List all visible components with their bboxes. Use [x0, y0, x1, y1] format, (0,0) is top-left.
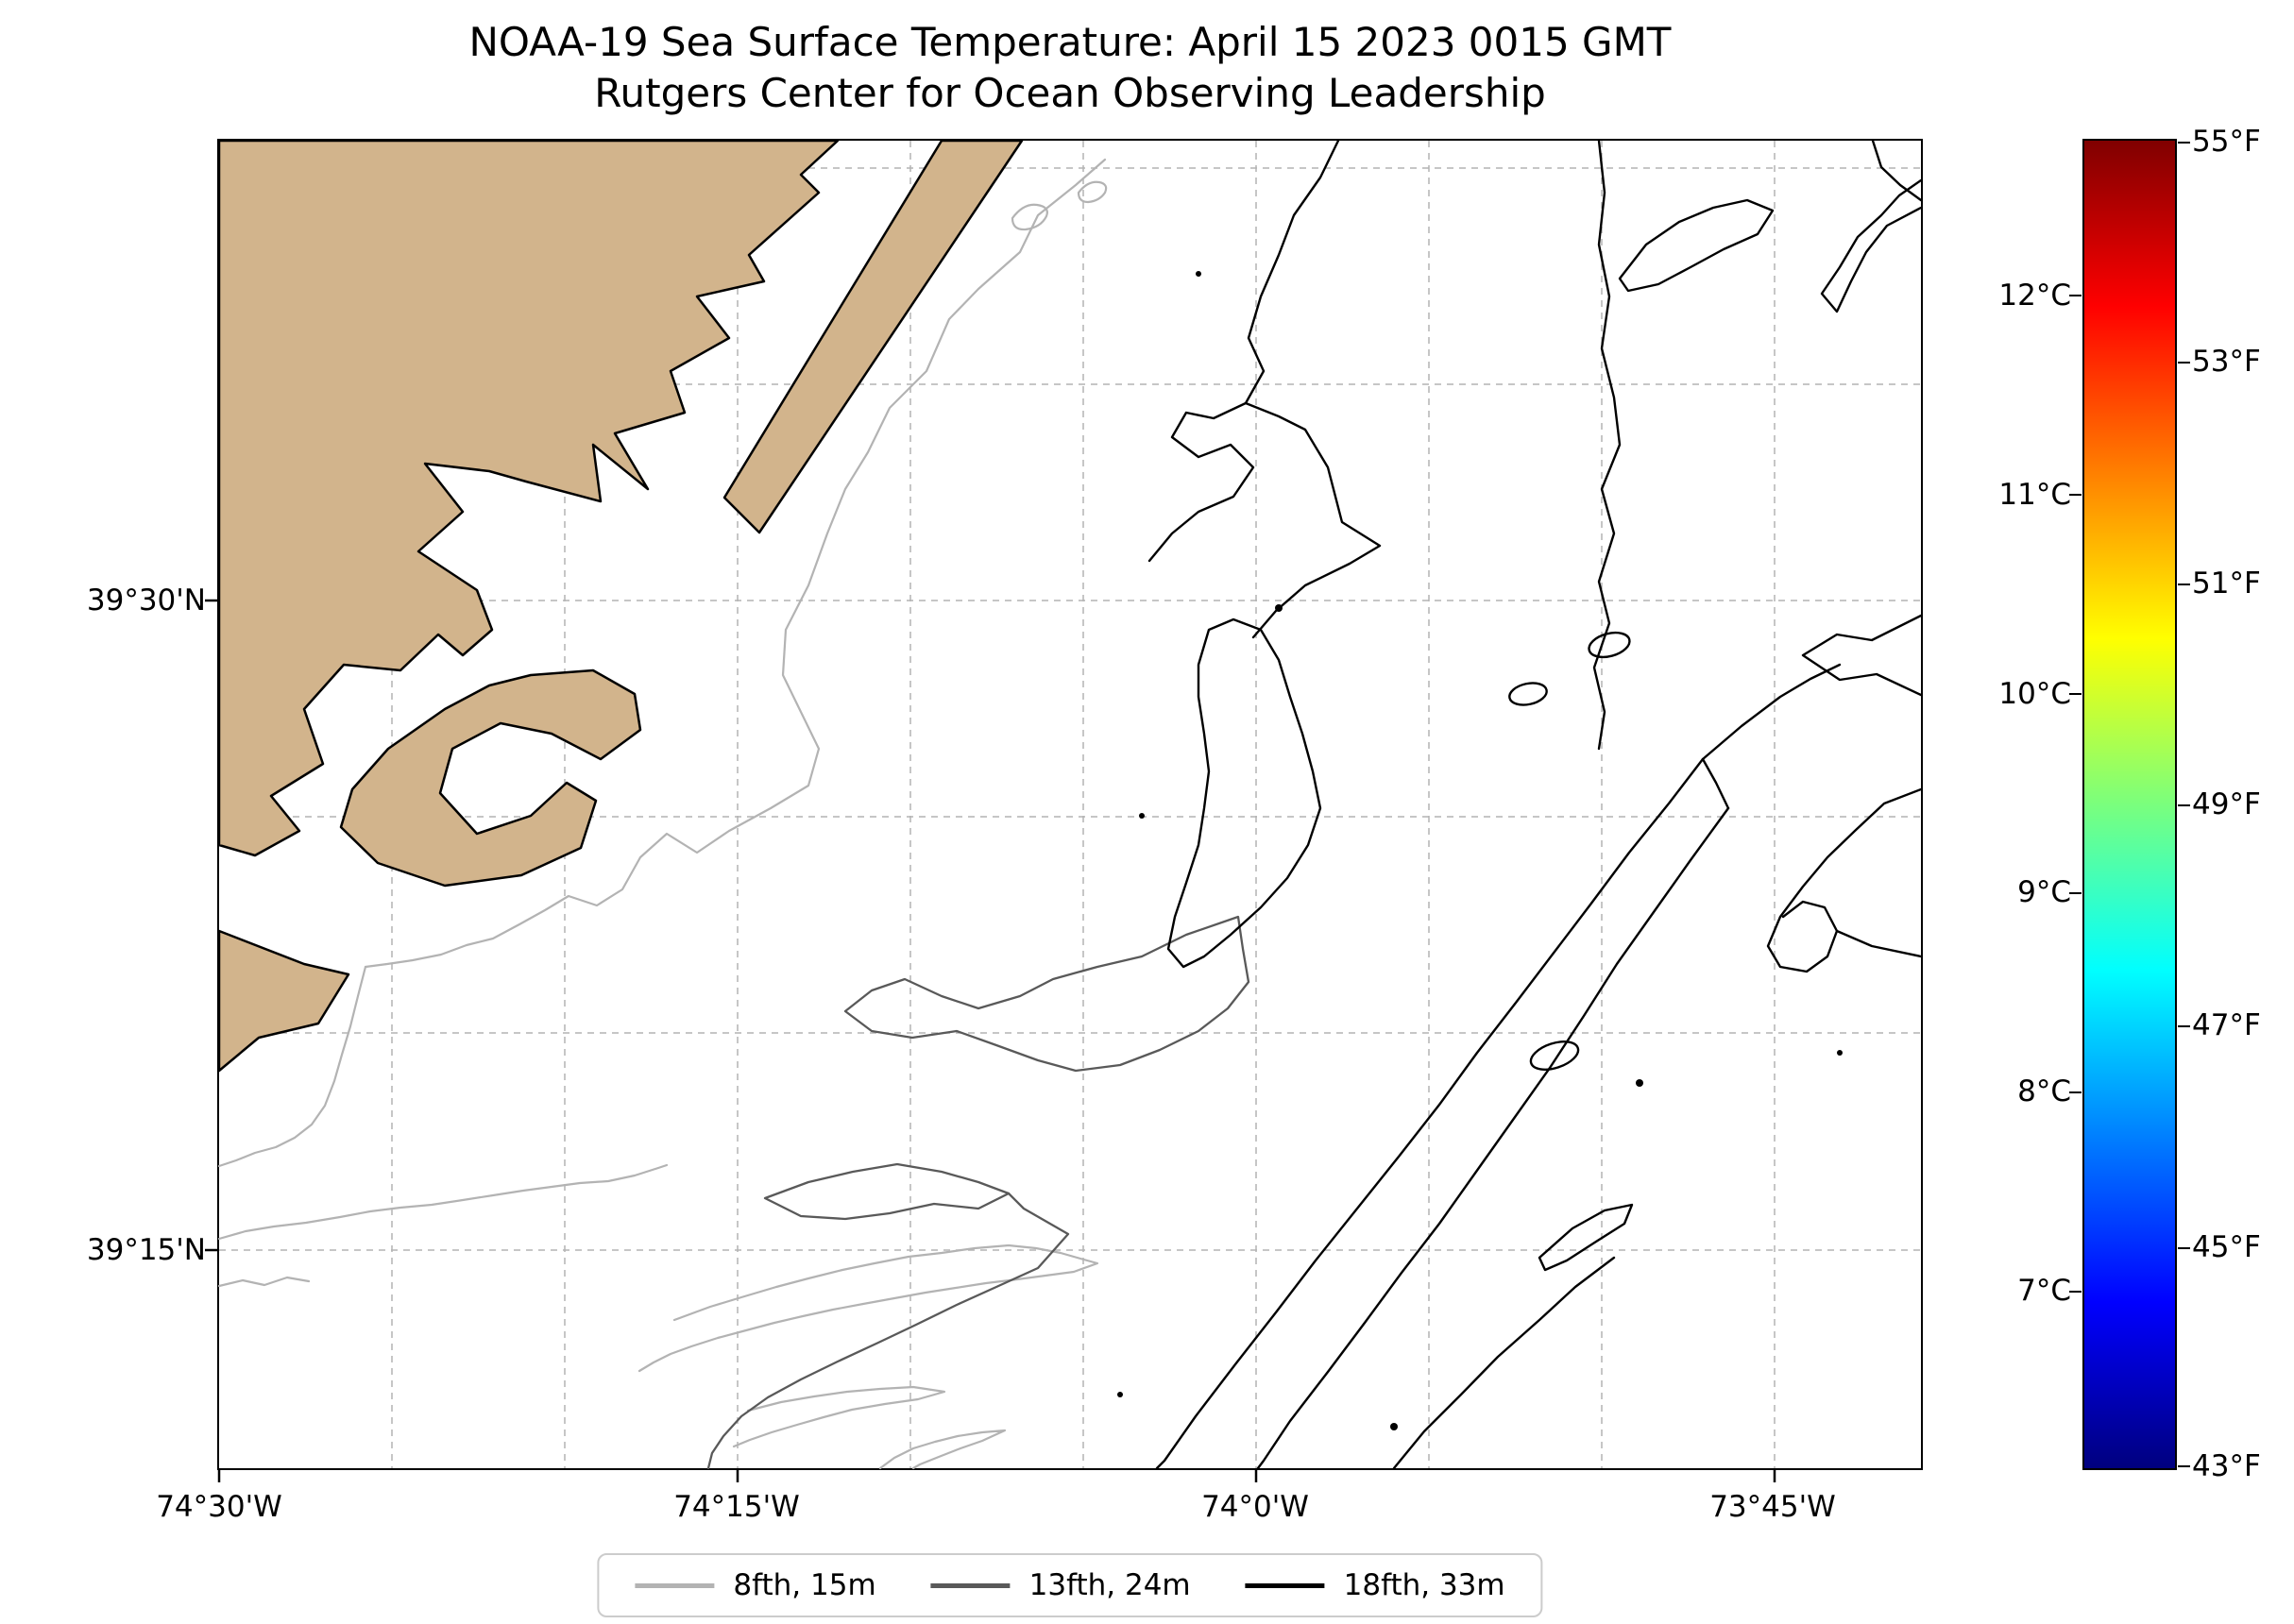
contour-18fth-33m	[1147, 139, 1923, 1470]
legend-item: 13fth, 24m	[930, 1568, 1191, 1602]
colorbar-fahrenheit-label: 43°F	[2192, 1449, 2261, 1483]
colorbar-tick	[2069, 693, 2082, 695]
colorbar-tick	[2069, 494, 2082, 496]
colorbar-tick	[2178, 804, 2190, 806]
x-axis-tick-label: 74°15'W	[673, 1490, 800, 1524]
colorbar	[2069, 139, 2190, 1470]
colorbar-celsius-label: 10°C	[1998, 677, 2071, 711]
colorbar-tick	[2178, 1025, 2190, 1027]
title-line-1: NOAA-19 Sea Surface Temperature: April 1…	[468, 19, 1672, 65]
map-plot-area	[205, 139, 1923, 1482]
legend-line-swatch-8fth	[635, 1582, 715, 1588]
legend-label: 13fth, 24m	[1028, 1568, 1191, 1602]
colorbar-tick	[2178, 1465, 2190, 1467]
colorbar-tick	[2178, 362, 2190, 364]
colorbar-tick	[2178, 142, 2190, 144]
colorbar-tick	[2069, 1291, 2082, 1293]
colorbar-celsius-label: 11°C	[1998, 478, 2071, 512]
legend-item: 8fth, 15m	[635, 1568, 876, 1602]
x-axis-tick-label: 74°0'W	[1201, 1490, 1309, 1524]
colorbar-fahrenheit-label: 49°F	[2192, 787, 2261, 821]
y-axis-tick-label: 39°15'N	[86, 1233, 206, 1267]
colorbar-tick	[2178, 584, 2190, 585]
colorbar-tick	[2178, 1247, 2190, 1249]
contour-8fth-15m	[217, 158, 1108, 1470]
x-axis-tick-label: 73°45'W	[1709, 1490, 1836, 1524]
contour-13fth-24m	[706, 915, 1250, 1470]
title-line-2: Rutgers Center for Ocean Observing Leade…	[594, 69, 1546, 116]
axis-ticks	[205, 599, 1776, 1482]
colorbar-tick	[2069, 1091, 2082, 1093]
land-polygons	[217, 139, 1024, 1073]
barrier-island	[722, 139, 1024, 534]
map-canvas	[205, 139, 1923, 1482]
colorbar-tick	[2069, 295, 2082, 296]
colorbar-fahrenheit-label: 55°F	[2192, 125, 2261, 159]
plot-title: NOAA-19 Sea Surface Temperature: April 1…	[219, 17, 1921, 119]
colorbar-fahrenheit-label: 45°F	[2192, 1230, 2261, 1264]
legend-label: 18fth, 33m	[1343, 1568, 1505, 1602]
x-axis-tick-label: 74°30'W	[156, 1490, 282, 1524]
contour-dots	[1117, 271, 1843, 1430]
legend-line-swatch-18fth	[1245, 1582, 1325, 1588]
colorbar-fahrenheit-label: 53°F	[2192, 345, 2261, 379]
colorbar-fahrenheit-label: 51°F	[2192, 567, 2261, 601]
colorbar-tick	[2069, 892, 2082, 894]
legend-label: 8fth, 15m	[733, 1568, 876, 1602]
colorbar-celsius-label: 12°C	[1998, 279, 2071, 313]
colorbar-celsius-label: 9°C	[2017, 875, 2071, 909]
colorbar-fahrenheit-label: 47°F	[2192, 1008, 2261, 1042]
legend-item: 18fth, 33m	[1245, 1568, 1505, 1602]
y-axis-tick-label: 39°30'N	[86, 584, 206, 617]
colorbar-celsius-label: 7°C	[2017, 1274, 2071, 1308]
mainland	[217, 139, 840, 857]
legend-line-swatch-13fth	[930, 1582, 1011, 1588]
colorbar-celsius-label: 8°C	[2017, 1074, 2071, 1108]
legend: 8fth, 15m 13fth, 24m 18fth, 33m	[597, 1553, 1543, 1617]
marsh-island	[339, 668, 642, 888]
south-land	[217, 929, 350, 1073]
